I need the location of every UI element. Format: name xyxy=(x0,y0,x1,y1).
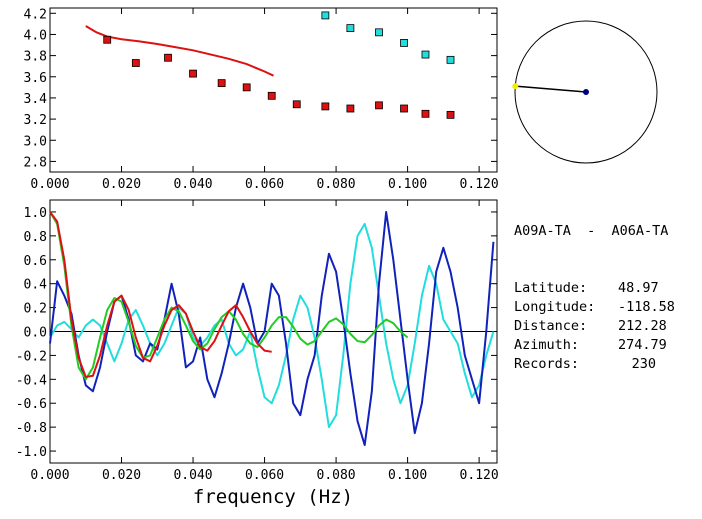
info-value: 274.79 xyxy=(618,337,667,353)
y-tick-label: 3.4 xyxy=(24,92,48,107)
info-label: Distance: xyxy=(514,318,588,334)
info-row: Azimuth: 274.79 xyxy=(514,336,668,355)
y-tick-label: 0.2 xyxy=(24,302,47,317)
cyan-data-point xyxy=(421,50,430,59)
red-data-point xyxy=(131,59,140,67)
y-tick-label: 0.8 xyxy=(24,230,47,245)
red-data-point xyxy=(400,104,408,113)
y-tick-label: 0.4 xyxy=(24,278,48,293)
info-value: 230 xyxy=(631,356,656,372)
cyan-data-point xyxy=(400,39,408,47)
x-tick-label: 0.120 xyxy=(460,468,499,483)
red-data-point xyxy=(242,83,251,92)
blue-series-line xyxy=(49,210,495,447)
y-tick-label: -0.4 xyxy=(16,373,47,388)
x-tick-label: 0.060 xyxy=(245,468,284,483)
red-data-point xyxy=(267,91,276,100)
info-label: Longitude: xyxy=(514,299,596,315)
info-label: Records: xyxy=(514,356,580,372)
x-tick-label: 0.100 xyxy=(388,468,427,483)
station-info-panel: A09A-TA - A06A-TA Latitude: 48.97 Longitud… xyxy=(514,184,675,393)
y-tick-label: 3.0 xyxy=(24,134,47,149)
red-data-point xyxy=(189,69,197,78)
azimuth-line xyxy=(515,85,587,93)
station-edge-dot xyxy=(512,83,519,90)
x-tick-label: 0.020 xyxy=(102,468,141,483)
dispersion-curve xyxy=(85,25,274,77)
station-center-dot xyxy=(583,89,589,95)
y-tick-label: 3.8 xyxy=(24,50,47,65)
info-value: 212.28 xyxy=(618,318,667,334)
red-data-point xyxy=(103,35,112,44)
x-tick-label: 0.100 xyxy=(388,177,427,192)
info-row: Records: 230 xyxy=(514,355,668,374)
y-tick-label: 2.8 xyxy=(24,155,47,170)
info-label: Azimuth: xyxy=(514,337,580,353)
y-tick-label: -0.6 xyxy=(16,397,47,412)
y-tick-label: -0.2 xyxy=(16,349,47,364)
azimuth-ring xyxy=(514,20,658,164)
y-tick-label: 3.6 xyxy=(24,71,47,86)
y-tick-label: -1.0 xyxy=(16,445,47,460)
info-value: 48.97 xyxy=(618,280,659,296)
info-value: -118.58 xyxy=(618,299,675,315)
x-tick-label: 0.020 xyxy=(102,177,141,192)
plot-frame xyxy=(49,7,498,173)
y-tick-label: 0.6 xyxy=(24,254,47,269)
cyan-data-point xyxy=(446,55,455,64)
info-row: Longitude: -118.58 xyxy=(514,298,675,317)
cyan-data-point xyxy=(321,11,330,20)
x-tick-label: 0.080 xyxy=(317,468,356,483)
cyan-data-point xyxy=(375,28,383,37)
azimuth-circle xyxy=(512,20,658,164)
red-series-line xyxy=(49,211,272,378)
x-tick-label: 0.040 xyxy=(173,177,212,192)
info-row: Latitude: 48.97 xyxy=(514,279,668,298)
x-axis-title: frequency (Hz) xyxy=(193,486,353,508)
x-tick-label: 0.040 xyxy=(173,468,212,483)
red-data-point xyxy=(446,110,455,119)
station-pair-label: A09A-TA - A06A-TA xyxy=(514,223,669,239)
x-tick-label: 0.000 xyxy=(30,468,69,483)
x-tick-label: 0.000 xyxy=(30,177,69,192)
red-data-point xyxy=(217,79,226,88)
info-label: Latitude: xyxy=(514,280,588,296)
y-tick-label: 1.0 xyxy=(24,206,47,221)
red-data-point xyxy=(346,104,355,113)
cyan-series-line xyxy=(49,222,495,429)
red-data-point xyxy=(421,109,430,118)
y-tick-label: 4.0 xyxy=(24,28,47,43)
y-tick-label: 0.0 xyxy=(24,326,47,341)
red-data-point xyxy=(321,102,330,111)
x-tick-label: 0.120 xyxy=(460,177,499,192)
x-tick-label: 0.060 xyxy=(245,177,284,192)
red-data-point xyxy=(375,101,383,110)
y-tick-label: 3.2 xyxy=(24,113,47,128)
red-data-point xyxy=(292,100,301,109)
info-row: Distance: 212.28 xyxy=(514,317,668,336)
y-tick-label: -0.8 xyxy=(16,421,47,436)
cyan-data-point xyxy=(346,24,355,33)
x-tick-label: 0.080 xyxy=(317,177,356,192)
velocity-chart: 0.000 0.020 0.040 0.060 0.080 0.100 0.120 2.8 3.… xyxy=(24,7,499,192)
red-data-point xyxy=(164,53,172,62)
correlation-chart: 0.000 0.020 0.040 0.060 0.080 0.100 0.120 -1.0 -… xyxy=(16,199,499,483)
y-tick-label: 4.2 xyxy=(24,7,47,22)
